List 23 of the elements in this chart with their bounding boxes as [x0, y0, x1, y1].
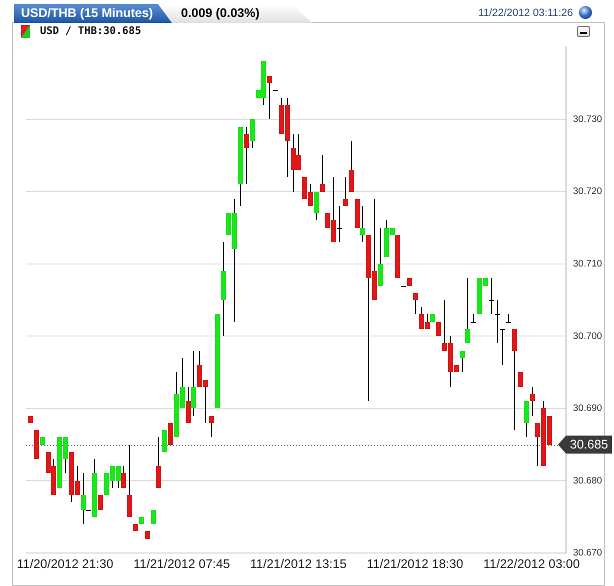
- x-tick-label: 11/21/2012 13:15: [250, 556, 347, 571]
- y-tick-label: 30.730: [573, 114, 602, 125]
- y-tick-label: 30.710: [573, 258, 602, 270]
- x-tick-label: 11/20/2012 21:30: [16, 556, 114, 571]
- candlestick: [500, 329, 505, 365]
- y-tick-label: 30.670: [573, 548, 602, 559]
- ref-line-label: 30.685: [570, 438, 608, 452]
- candlestick: [495, 300, 500, 343]
- text: USD / THB:30.685: [40, 25, 142, 38]
- chart-title: USD/THB (15 Minutes): [21, 5, 153, 22]
- candlestick: [489, 278, 494, 314]
- x-tick-label: 11/21/2012 18:30: [366, 556, 464, 571]
- y-tick-label: 30.700: [573, 330, 602, 342]
- chart-subtitle: 0.009 (0.03%): [181, 5, 260, 22]
- y-tick-label: 30.720: [573, 186, 602, 198]
- y-tick-label: 30.680: [573, 475, 602, 486]
- x-tick-label: 11/22/2012 03:00: [483, 556, 580, 571]
- y-tick-label: 30.690: [573, 403, 602, 414]
- x-tick-label: 11/21/2012 07:45: [134, 556, 230, 571]
- candlestick: [506, 314, 511, 323]
- text: 11/22/2012 03:11:26: [478, 7, 573, 20]
- candlestick: [471, 314, 476, 323]
- candlestick: [337, 206, 342, 242]
